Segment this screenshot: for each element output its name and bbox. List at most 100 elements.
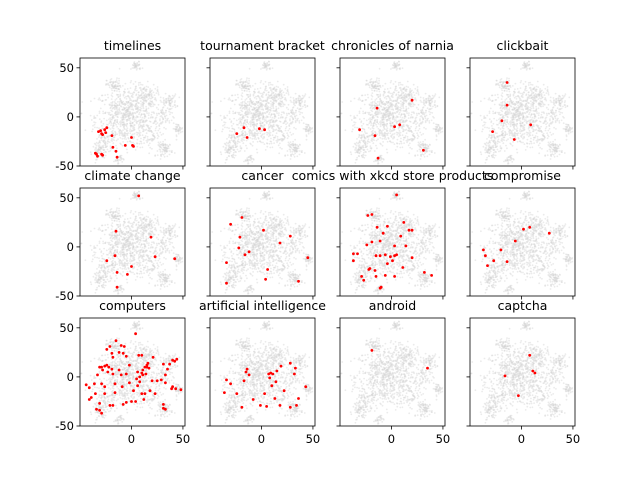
background-point [379,84,382,87]
background-point [304,125,307,128]
highlight-point [105,126,109,130]
background-point [134,65,137,68]
background-point [228,133,231,136]
background-point [127,91,129,94]
background-point [130,95,133,98]
background-point [244,119,247,121]
background-point [425,127,427,130]
background-point [504,119,507,121]
background-point [118,79,120,82]
background-point [150,103,153,106]
background-point [150,95,153,97]
background-point [143,121,146,124]
background-point [395,119,397,122]
background-point [111,104,114,106]
background-point [504,122,506,125]
background-point [149,102,152,105]
background-point [136,138,139,141]
background-point [303,152,306,154]
background-point [259,112,261,115]
background-point [531,98,534,101]
background-point [129,122,131,124]
background-point [103,142,106,145]
background-point [264,80,267,83]
background-point [530,103,532,105]
background-point [398,113,400,116]
background-point [500,94,503,97]
background-point [143,102,146,105]
background-point [282,122,285,125]
background-point [505,111,507,114]
background-point [127,112,130,115]
background-point [399,116,402,118]
background-point [239,121,242,123]
background-point [391,103,393,105]
background-point [170,99,173,101]
background-point [129,87,132,89]
background-point [128,114,130,117]
background-point [113,121,115,124]
background-point [121,103,123,105]
background-point [295,149,297,152]
background-point [147,95,149,97]
background-point [228,110,231,113]
background-point [151,96,153,99]
background-point [132,112,134,115]
background-point [232,148,235,151]
background-point [129,81,132,84]
background-point [289,150,292,153]
background-point [133,62,135,65]
background-point [125,132,127,135]
background-point [398,129,401,132]
background-point [96,126,98,129]
background-point [399,68,401,71]
background-point [416,122,419,124]
background-point [167,145,170,148]
background-point [122,100,124,103]
background-point [264,105,266,108]
background-point [265,121,268,124]
background-point [98,97,101,100]
background-point [484,126,486,129]
background-point [148,138,151,141]
background-point [417,129,420,132]
background-point [378,90,381,93]
background-point [158,148,161,151]
background-point [111,127,114,129]
background-point [263,100,265,103]
background-point [154,127,157,130]
background-point [127,94,130,97]
background-point [102,122,105,125]
background-point [243,160,245,163]
background-point [143,86,146,89]
background-point [178,129,181,132]
background-point [108,84,111,87]
background-point [255,98,258,100]
background-point [137,120,140,123]
background-point [267,135,270,138]
highlight-point [111,145,115,149]
background-point [103,136,106,139]
background-point [530,89,532,92]
background-point [119,98,121,101]
background-point [525,119,527,122]
background-point [108,118,110,121]
background-point [248,90,251,93]
background-point [517,95,520,98]
background-point [402,107,405,110]
background-point [163,99,165,101]
background-point [533,125,535,128]
background-point [296,119,299,122]
background-point [372,107,375,109]
background-point [256,151,259,154]
background-point [367,82,370,85]
background-point [115,102,118,105]
background-point [225,158,227,161]
background-point [114,112,116,114]
background-point [269,81,272,84]
background-point [272,130,274,133]
background-point [515,116,517,118]
background-point [139,67,142,69]
background-point [124,88,126,91]
background-point [397,135,400,138]
